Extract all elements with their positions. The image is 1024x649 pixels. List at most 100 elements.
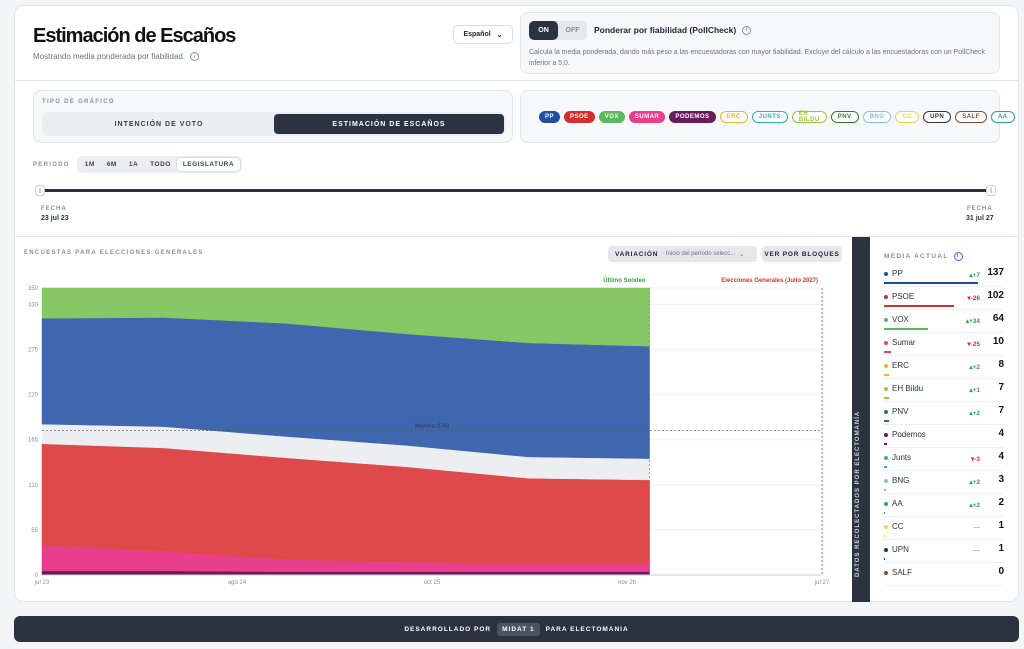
chevron-down-icon: ⌄ — [496, 31, 503, 39]
current-average-panel: MEDIA ACTUAL i PP ▴+7 137 PSOE ▾-26 102 VOX ▴+3… — [884, 248, 1004, 586]
party-name: ERC — [892, 361, 909, 370]
party-seat-bar — [884, 443, 887, 445]
party-change: ▴+2 — [969, 410, 980, 417]
period-label: PERIODO — [33, 161, 70, 168]
party-seats: 0 — [998, 566, 1004, 577]
party-name: CC — [892, 522, 904, 531]
toggle-off[interactable]: OFF — [565, 27, 580, 34]
party-color-dot — [884, 548, 888, 552]
info-icon[interactable]: i — [742, 25, 752, 35]
party-color-dot — [884, 525, 888, 529]
party-name: SALF — [892, 568, 913, 577]
party-chip-junts[interactable]: JUNTS — [751, 111, 788, 123]
data-source-bar: DATOS RECOLECTADOS POR ELECTOMANÍA — [852, 237, 870, 602]
blocks-button[interactable]: VER POR BLOQUES — [762, 246, 842, 262]
period-legislatura[interactable]: LEGISLATURA — [176, 158, 241, 171]
x-tick-label: ago 24 — [228, 580, 247, 586]
y-tick-label: 55 — [31, 528, 38, 534]
party-seat-bar — [884, 328, 928, 330]
subtitle-text: Mostrando media ponderada por fiabilidad… — [33, 52, 186, 61]
average-row-upn: UPN — 1 — [884, 540, 1004, 563]
party-chip-pp[interactable]: PP — [539, 111, 561, 123]
party-seat-bar — [884, 374, 889, 376]
party-chip-erc[interactable]: ERC — [719, 111, 748, 123]
party-color-dot — [884, 410, 888, 414]
party-change: ▾-26 — [967, 295, 980, 302]
party-change: ▴+2 — [969, 364, 980, 371]
average-row-podemos: Podemos 4 — [884, 425, 1004, 448]
party-color-dot — [884, 295, 888, 299]
period-6m[interactable]: 6M — [106, 161, 117, 168]
party-seats: 4 — [998, 428, 1004, 439]
party-seats: 7 — [998, 382, 1004, 393]
party-name: Sumar — [892, 338, 916, 347]
party-seat-bar — [884, 489, 886, 491]
chart-title: ENCUESTAS PARA ELECCIONES GENERALES — [24, 250, 204, 256]
party-chip-vox[interactable]: VOX — [598, 111, 625, 123]
average-row-salf: SALF 0 — [884, 563, 1004, 586]
period-1m[interactable]: 1M — [84, 161, 95, 168]
tab-estimacion-de-escanos[interactable]: ESTIMACIÓN DE ESCAÑOS — [274, 114, 504, 134]
y-tick-label: 220 — [28, 393, 39, 399]
party-seat-bar — [884, 535, 885, 537]
average-row-pp: PP ▴+7 137 — [884, 264, 1004, 287]
party-chip-upn[interactable]: UPN — [923, 111, 952, 123]
y-tick-label: 350 — [28, 286, 39, 292]
party-chip-podemos[interactable]: PODEMOS — [669, 111, 716, 123]
x-tick-label: jul 27 — [814, 580, 830, 586]
party-name: PSOE — [892, 292, 915, 301]
party-seat-bar — [884, 305, 954, 307]
tab-intencion-de-voto[interactable]: INTENCIÓN DE VOTO — [114, 120, 204, 128]
party-seat-bar — [884, 397, 889, 399]
current-average-list: PP ▴+7 137 PSOE ▾-26 102 VOX ▴+34 64 Sumar ▾-25 10 E… — [884, 264, 1004, 586]
party-color-dot — [884, 502, 888, 506]
page-title: Estimación de Escaños — [33, 25, 236, 47]
start-date-label: FECHA — [41, 206, 67, 212]
party-name: VOX — [892, 315, 909, 324]
pollcheck-toggle[interactable]: ON OFF — [529, 21, 587, 40]
slider-end-handle[interactable]: || — [986, 185, 996, 196]
party-chip-eh-bildu[interactable]: EH BILDU — [791, 111, 827, 123]
chevron-down-icon: ⌄ — [739, 251, 745, 258]
period-selector: PERIODO 1M 6M 1A TODO LEGISLATURA — [33, 156, 243, 173]
party-name: EH Bildu — [892, 384, 924, 393]
variation-select[interactable]: VARIACIÓN · Inicio del período selecc...… — [608, 246, 757, 262]
info-icon[interactable]: i — [953, 251, 963, 261]
party-chip-sumar[interactable]: SUMAR — [628, 111, 666, 123]
period-todo[interactable]: TODO — [150, 161, 171, 168]
average-row-cc: CC — 1 — [884, 517, 1004, 540]
party-chip-aa[interactable]: AA — [990, 111, 1015, 123]
period-1a[interactable]: 1A — [128, 161, 139, 168]
party-chip-psoe[interactable]: PSOE — [564, 111, 595, 123]
party-seats: 137 — [987, 267, 1004, 278]
average-row-aa: AA ▴+2 2 — [884, 494, 1004, 517]
x-tick-label: oct 25 — [424, 580, 441, 586]
party-chip-salf[interactable]: SALF — [955, 111, 987, 123]
party-seats: 1 — [998, 543, 1004, 554]
party-change: ▴+2 — [969, 502, 980, 509]
party-chip-pnv[interactable]: PNV — [830, 111, 859, 123]
party-change: ▾-3 — [970, 456, 980, 463]
party-change: ▴+34 — [965, 318, 980, 325]
party-chip-bng[interactable]: BNG — [862, 111, 892, 123]
start-date-value: 23 jul 23 — [41, 215, 69, 222]
party-seats: 64 — [992, 313, 1004, 324]
party-filter-panel: PP PSOE VOX SUMAR PODEMOS ERC JUNTS EH BILDU PNV… — [520, 90, 1015, 143]
party-seats: 8 — [998, 359, 1004, 370]
date-range-slider[interactable] — [40, 189, 991, 192]
average-row-psoe: PSOE ▾-26 102 — [884, 287, 1004, 310]
party-seat-bar — [884, 558, 885, 560]
party-change: ▴+7 — [969, 272, 980, 279]
footer-badge[interactable]: MIDAT 1 — [497, 622, 540, 636]
pollcheck-title: Ponderar por fiabilidad (PollCheck) i — [594, 25, 752, 35]
toggle-on[interactable]: ON — [529, 21, 558, 40]
party-color-dot — [884, 341, 888, 345]
party-seat-bar — [884, 466, 887, 468]
info-icon[interactable]: i — [190, 52, 200, 61]
party-chip-cc[interactable]: CC — [895, 111, 920, 123]
chart-type-panel: TIPO DE GRÁFICO INTENCIÓN DE VOTO ESTIMA… — [33, 90, 513, 143]
slider-start-handle[interactable]: || — [35, 185, 45, 196]
footer-bar: DESARROLLADO POR MIDAT 1 PARA ELECTOMANI… — [14, 616, 1019, 642]
party-seat-bar — [884, 351, 891, 353]
language-select[interactable]: Español ⌄ — [453, 25, 513, 44]
